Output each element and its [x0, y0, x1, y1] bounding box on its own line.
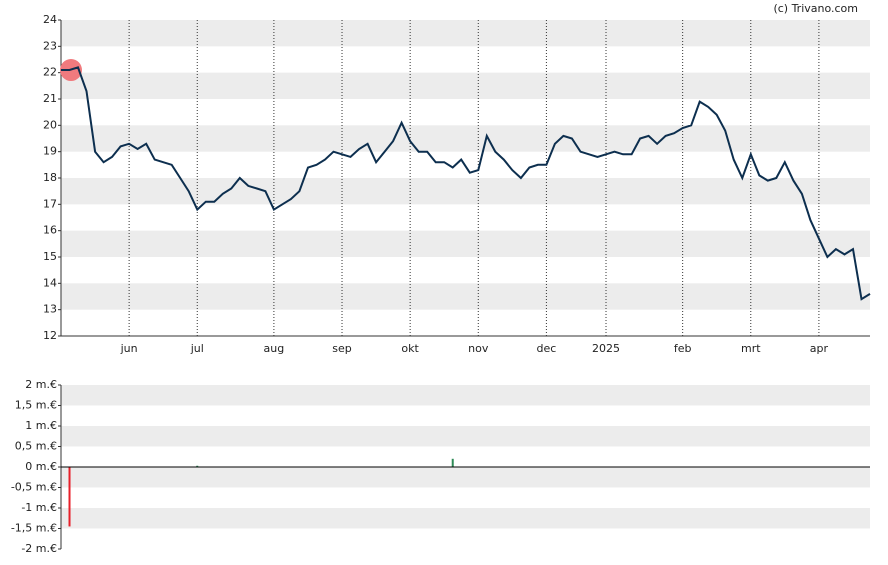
volume-bar — [196, 465, 199, 467]
y-tick-label: 20 — [43, 118, 57, 131]
y-tick-label: 18 — [43, 171, 57, 184]
volume-bar — [451, 458, 454, 467]
y-tick-label: 0 m.€ — [25, 460, 57, 473]
y-tick-label: -1 m.€ — [21, 501, 57, 514]
y-tick-label: 15 — [43, 250, 57, 263]
grid-band — [61, 508, 870, 529]
y-tick-label: 13 — [43, 303, 57, 316]
y-tick-label: 24 — [43, 13, 57, 26]
x-tick-label: 2025 — [592, 342, 620, 355]
x-tick-label: okt — [401, 342, 419, 355]
y-tick-label: 14 — [43, 276, 57, 289]
grid-band — [61, 385, 870, 406]
y-tick-label: 1 m.€ — [25, 419, 57, 432]
grid-band — [61, 283, 870, 310]
grid-band — [61, 20, 870, 47]
grid-band — [61, 178, 870, 205]
y-tick-label: 1,5 m.€ — [15, 399, 57, 412]
grid-band — [61, 230, 870, 257]
y-tick-label: -0,5 m.€ — [11, 481, 57, 494]
x-tick-label: sep — [332, 342, 351, 355]
y-tick-label: -1,5 m.€ — [11, 522, 57, 535]
grid-band — [61, 426, 870, 447]
y-tick-label: 0,5 m.€ — [15, 440, 57, 453]
y-tick-label: 16 — [43, 224, 57, 237]
y-tick-label: 23 — [43, 39, 57, 52]
x-tick-label: jul — [190, 342, 204, 355]
y-tick-label: 22 — [43, 66, 57, 79]
x-tick-label: aug — [264, 342, 285, 355]
y-tick-label: -2 m.€ — [21, 542, 57, 555]
price-line — [61, 66, 871, 301]
x-tick-label: dec — [536, 342, 556, 355]
watermark: (c) Trivano.com — [773, 2, 858, 15]
volume-bar — [68, 467, 71, 527]
x-tick-label: jun — [120, 342, 138, 355]
y-tick-label: 17 — [43, 197, 57, 210]
x-tick-label: feb — [674, 342, 692, 355]
y-tick-label: 2 m.€ — [25, 378, 57, 391]
y-tick-label: 19 — [43, 145, 57, 158]
grid-band — [61, 125, 870, 152]
x-tick-label: nov — [468, 342, 489, 355]
x-tick-label: mrt — [741, 342, 761, 355]
grid-band — [61, 467, 870, 488]
y-tick-label: 21 — [43, 92, 57, 105]
grid-band — [61, 72, 870, 99]
x-tick-label: apr — [810, 342, 829, 355]
y-tick-label: 12 — [43, 329, 57, 342]
